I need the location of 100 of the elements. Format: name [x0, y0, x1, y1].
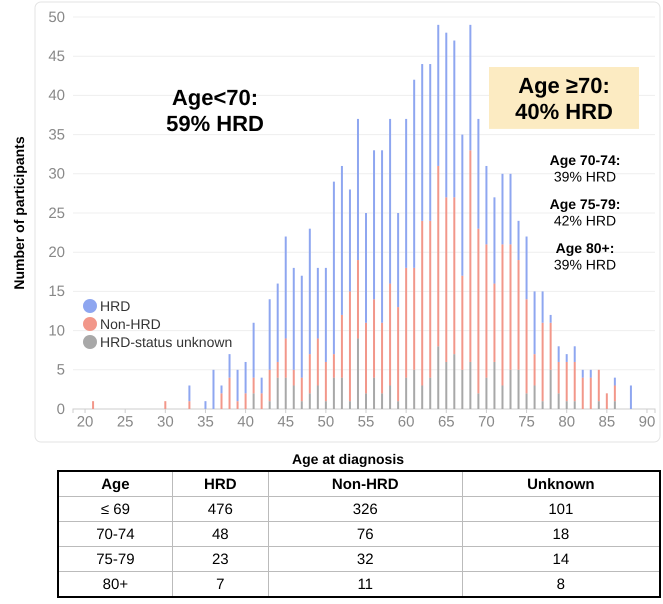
bar [510, 370, 512, 409]
bar [405, 378, 408, 409]
bar [276, 378, 279, 409]
bar [582, 370, 584, 378]
bar [550, 370, 552, 409]
bar [300, 276, 303, 378]
bar [389, 284, 392, 386]
bar [469, 150, 472, 362]
bar [356, 260, 359, 338]
bar [340, 314, 343, 378]
bar [340, 166, 343, 315]
bar [558, 393, 560, 409]
bar [405, 268, 408, 378]
bar [413, 80, 416, 268]
bar [493, 362, 496, 409]
bar [348, 189, 351, 292]
bar [228, 378, 231, 409]
bar [485, 244, 488, 378]
y-tick-label: 35 [48, 126, 65, 144]
bar [292, 385, 295, 409]
bar [437, 24, 440, 166]
bar [397, 401, 400, 409]
bar [566, 354, 568, 362]
x-tick-label: 70 [478, 414, 495, 431]
bar [332, 354, 335, 378]
category-label: 80+ [58, 572, 172, 597]
bar [389, 385, 392, 409]
bar [429, 220, 432, 378]
x-tick-label: 65 [438, 414, 455, 431]
bar [220, 393, 223, 409]
data-label: 476 [172, 496, 268, 522]
bar [365, 213, 368, 323]
bar [469, 362, 472, 409]
data-label: 48 [172, 522, 268, 546]
bar [381, 393, 384, 409]
x-tick-label: 45 [277, 414, 294, 431]
bar [389, 118, 392, 284]
bar [534, 385, 536, 409]
bar [542, 401, 544, 409]
bar [493, 284, 496, 362]
bar [566, 401, 568, 409]
x-tick-label: 75 [518, 414, 535, 431]
bar [373, 378, 376, 409]
bar [324, 268, 327, 362]
x-tick-label: 20 [76, 414, 94, 431]
annotation: Age ≥70: 40% HRD [515, 73, 613, 124]
bar [550, 314, 552, 323]
legend-label: Non-HRD [100, 316, 161, 332]
bar [630, 385, 632, 409]
bar [501, 385, 504, 409]
bar [566, 362, 568, 402]
text: Age [58, 471, 172, 496]
x-tick-label: 40 [237, 414, 254, 431]
y-tick-label: 45 [48, 48, 65, 65]
bar [316, 268, 319, 338]
bar [276, 362, 279, 378]
data-label: 76 [268, 522, 462, 546]
bar [453, 354, 456, 409]
bar [308, 228, 311, 354]
bar [252, 393, 255, 409]
x-tick-label: 55 [358, 414, 374, 431]
bar [268, 401, 271, 409]
bar [485, 378, 488, 409]
y-tick-label: 25 [48, 204, 65, 222]
x-tick-label: 35 [197, 414, 214, 431]
bar [542, 291, 544, 323]
bar [381, 150, 384, 323]
bar [373, 150, 376, 300]
bar [204, 401, 206, 409]
bar [582, 378, 584, 409]
bar [332, 182, 335, 354]
bar [252, 378, 255, 394]
bar [445, 197, 448, 362]
y-tick-label: 30 [48, 166, 65, 183]
bar [429, 64, 432, 221]
bar [614, 401, 616, 409]
bar [461, 134, 464, 276]
data-label: 7 [172, 572, 268, 597]
bar [445, 362, 448, 409]
data-label: 23 [172, 546, 268, 572]
bar [92, 401, 94, 409]
bar [373, 299, 376, 378]
bar [590, 370, 592, 378]
data-label: 18 [462, 522, 660, 546]
data-label: 8 [462, 572, 660, 597]
bar [445, 32, 448, 198]
bar [188, 385, 190, 402]
bar [574, 346, 576, 362]
bar [477, 228, 480, 394]
bar [365, 322, 368, 394]
bar [348, 291, 351, 402]
bar [542, 322, 544, 402]
bar [558, 362, 560, 394]
data-label: 101 [462, 496, 660, 522]
bar [493, 197, 496, 284]
bar [453, 197, 456, 354]
bar [164, 401, 166, 409]
category-label: ≤ 69 [58, 496, 172, 522]
bar [606, 393, 608, 409]
bar [501, 174, 504, 244]
